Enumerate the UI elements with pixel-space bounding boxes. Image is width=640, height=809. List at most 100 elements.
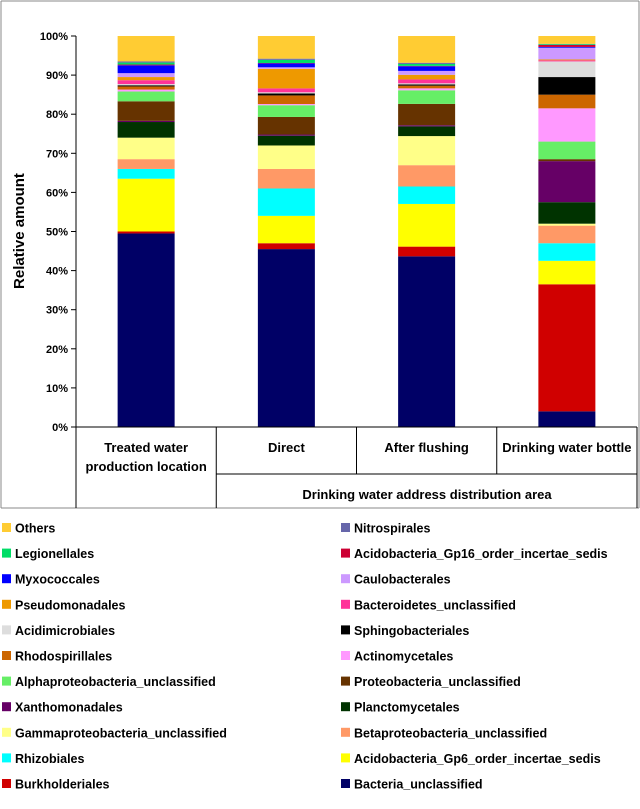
- legend-item-label: Caulobacterales: [354, 573, 451, 587]
- bar-segment: [538, 59, 596, 61]
- bar-segment: [538, 411, 596, 427]
- bar-segment: [257, 68, 315, 89]
- y-tick-label: 90%: [46, 70, 68, 82]
- bar-segment: [538, 47, 596, 60]
- legend-swatch: [2, 702, 11, 712]
- y-tick-label: 50%: [46, 227, 68, 239]
- bar-segment: [538, 44, 596, 45]
- bar-segment: [398, 70, 456, 75]
- y-axis: 0% 10% 20% 30% 40% 50% 60% 70% 80% 90% 100%: [40, 31, 77, 434]
- y-tick-label: 60%: [46, 187, 68, 199]
- bar-segment: [398, 74, 456, 80]
- legend-item-label: Bacteroidetes_unclassified: [354, 598, 516, 612]
- bar-segment: [257, 145, 315, 169]
- bar-segment: [538, 284, 596, 412]
- legend-swatch: [341, 753, 350, 763]
- bar-segment: [538, 260, 596, 285]
- x-category-label: Direct: [268, 440, 306, 455]
- bar-segment: [538, 161, 596, 203]
- bar-segment: [257, 104, 315, 106]
- bar-segment: [538, 77, 596, 95]
- bar-segment: [538, 243, 596, 261]
- bar-segment: [398, 165, 456, 187]
- legend-swatch: [341, 574, 350, 584]
- bar-segment: [538, 159, 596, 162]
- bar-segment: [257, 249, 315, 427]
- bar-segment: [398, 66, 456, 71]
- legend-item-label: Acidobacteria_Gp6_order_incertae_sedis: [354, 752, 601, 766]
- legend-swatch: [2, 651, 11, 660]
- y-tick-label: 10%: [46, 383, 68, 395]
- x-category-label: Treated water: [104, 440, 188, 455]
- legend-swatch: [2, 574, 11, 584]
- legend-item-label: Rhizobiales: [15, 752, 85, 766]
- bar-segment: [398, 125, 456, 127]
- legend-item-label: Xanthomonadales: [15, 701, 123, 715]
- bar-segment: [117, 65, 175, 74]
- bar-segment: [538, 60, 596, 62]
- bar-segment: [398, 83, 456, 85]
- legend-swatch: [341, 702, 350, 712]
- legend: Others Nitrospirales Legionellales Acidobac…: [2, 522, 608, 792]
- bar-segment: [117, 64, 175, 66]
- y-tick-label: 30%: [46, 305, 68, 317]
- bar-segment: [538, 141, 596, 160]
- legend-item-label: Myxococcales: [15, 573, 100, 587]
- bar-segment: [117, 77, 175, 81]
- bar-segment: [398, 136, 456, 166]
- bar-segment: [117, 36, 175, 62]
- x-category-label: Drinking water bottle: [502, 440, 631, 455]
- bar-segment: [257, 88, 315, 93]
- legend-swatch: [2, 523, 11, 532]
- bar-segment: [117, 86, 175, 90]
- legend-swatch: [2, 727, 11, 737]
- legend-item-label: Actinomycetales: [354, 650, 453, 664]
- bar-segment: [398, 126, 456, 137]
- bar-segment: [538, 36, 596, 44]
- bar-segment: [398, 79, 456, 84]
- legend-item-label: Nitrospirales: [354, 522, 430, 536]
- bar-segment: [257, 58, 315, 60]
- bar-segment: [257, 59, 315, 63]
- bar-segment: [398, 256, 456, 427]
- bar-segment: [398, 186, 456, 204]
- bar-segment: [257, 134, 315, 136]
- bar-segment: [117, 61, 175, 63]
- legend-swatch: [341, 599, 350, 609]
- bar-segment: [398, 63, 456, 66]
- bar-segment: [398, 85, 456, 89]
- legend-swatch: [2, 779, 11, 788]
- bar-segment: [398, 62, 456, 64]
- bar-segment: [117, 233, 175, 427]
- bar-segment: [117, 137, 175, 160]
- legend-swatch: [341, 523, 350, 532]
- legend-item-label: Planctomycetales: [354, 701, 460, 715]
- bar-segment: [398, 246, 456, 257]
- legend-item-label: Betaproteobacteria_unclassified: [354, 726, 547, 740]
- legend-swatch: [341, 651, 350, 660]
- bar-segment: [538, 46, 596, 48]
- bar-segment: [117, 101, 175, 121]
- bar-segment: [257, 93, 315, 96]
- bar-segment: [257, 95, 315, 105]
- x-category-label: production location: [85, 459, 206, 474]
- y-tick-label: 100%: [40, 31, 68, 43]
- bar-segment: [538, 44, 596, 47]
- legend-swatch: [2, 676, 11, 686]
- legend-item-label: Pseudomonadales: [15, 598, 125, 612]
- bar-segment: [257, 215, 315, 244]
- legend-item-label: Acidimicrobiales: [15, 624, 115, 638]
- bar-segment: [117, 122, 175, 138]
- legend-swatch: [341, 676, 350, 686]
- legend-item-label: Proteobacteria_unclassified: [354, 675, 521, 689]
- bar-segment: [117, 89, 175, 92]
- bar-segment: [257, 168, 315, 189]
- y-tick-label: 40%: [46, 266, 68, 278]
- legend-item-label: Bacteria_unclassified: [354, 778, 483, 792]
- bars: [117, 36, 596, 427]
- bar-segment: [257, 116, 315, 135]
- y-tick-label: 0%: [52, 422, 68, 434]
- x-axis: Treated water production location Direct Af…: [75, 426, 638, 508]
- bar-segment: [398, 36, 456, 63]
